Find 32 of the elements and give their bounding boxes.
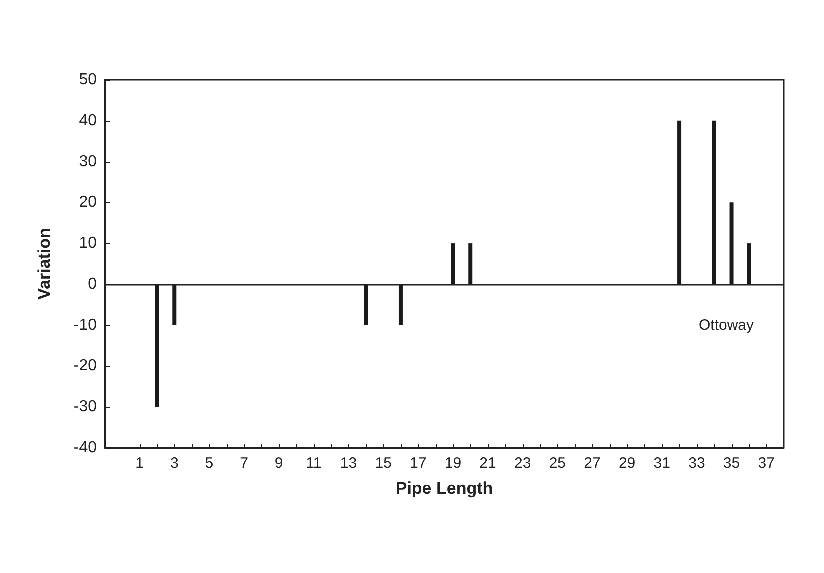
y-tick-label: -30: [74, 398, 98, 416]
x-tick-label: 21: [480, 455, 496, 472]
x-tick-label: 15: [375, 455, 392, 472]
x-tick-label: 27: [584, 455, 601, 472]
y-tick-label: -40: [74, 440, 98, 456]
y-tick-label: 10: [79, 235, 98, 252]
annotation: Ottoway: [698, 317, 754, 334]
x-tick-label: 3: [170, 455, 179, 472]
x-tick-label: 19: [444, 455, 462, 472]
y-tick-label: -20: [74, 358, 98, 375]
x-tick-label: 33: [688, 455, 706, 472]
x-tick-label: 37: [758, 455, 775, 472]
x-tick-label: 11: [306, 455, 322, 472]
y-tick-label: 40: [79, 112, 98, 130]
x-tick-label: 35: [723, 455, 740, 472]
x-tick-label: 5: [205, 455, 214, 472]
x-tick-label: 9: [274, 455, 284, 472]
y-tick-label: 0: [88, 276, 98, 293]
x-tick-label: 29: [618, 455, 636, 472]
x-tick-label: 13: [340, 455, 358, 472]
x-tick-label: 23: [514, 455, 532, 472]
y-tick-label: -10: [74, 316, 98, 334]
y-tick-label: 50: [79, 72, 98, 88]
y-tick-label: 30: [79, 153, 98, 170]
y-axis-title: Variation: [35, 228, 54, 300]
x-tick-label: 25: [549, 455, 566, 472]
x-tick-label: 17: [410, 455, 427, 472]
x-tick-label: 7: [240, 455, 248, 472]
x-axis-title: Pipe Length: [396, 479, 494, 498]
x-tick-label: 1: [136, 455, 144, 472]
y-tick-label: 20: [79, 194, 98, 212]
x-tick-label: 31: [654, 455, 670, 472]
